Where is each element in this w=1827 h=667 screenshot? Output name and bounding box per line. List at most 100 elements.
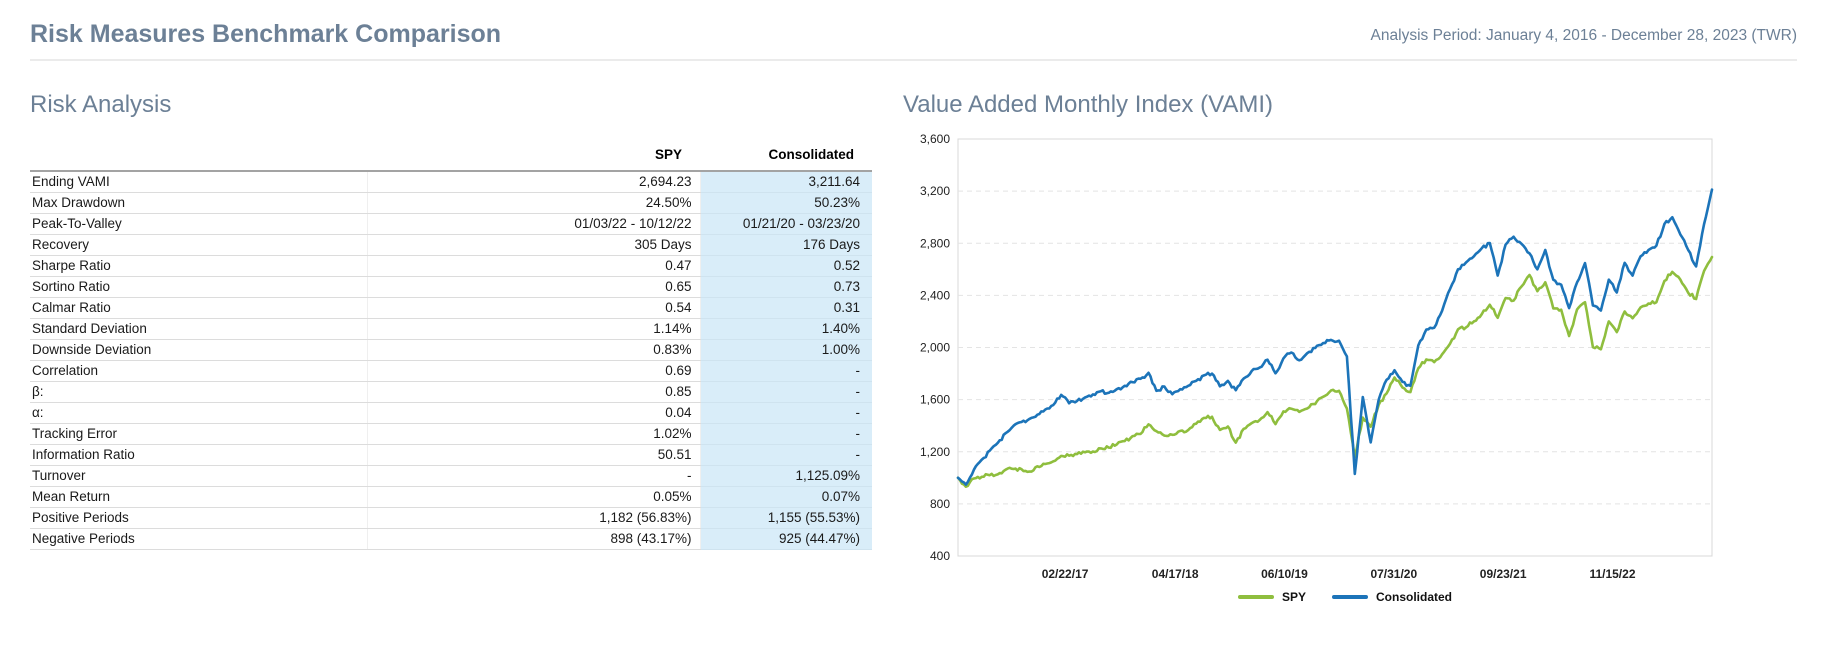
svg-text:02/22/17: 02/22/17 <box>1042 567 1089 581</box>
consolidated-value: 01/21/20 - 03/23/20 <box>699 213 872 235</box>
spy-value: 1,182 (56.83%) <box>366 507 700 529</box>
table-row: β: 0.85 - <box>30 381 872 403</box>
report-header: Risk Measures Benchmark Comparison Analy… <box>30 0 1797 61</box>
table-row: Sortino Ratio 0.65 0.73 <box>30 276 872 298</box>
table-row: Tracking Error 1.02% - <box>30 423 872 445</box>
metric-label: Ending VAMI <box>30 171 367 193</box>
table-row: α: 0.04 - <box>30 402 872 424</box>
spy-value: - <box>366 465 700 487</box>
table-row: Information Ratio 50.51 - <box>30 444 872 466</box>
spy-value: 0.65 <box>366 276 700 298</box>
metric-label: α: <box>30 402 367 424</box>
table-row: Mean Return 0.05% 0.07% <box>30 486 872 508</box>
spy-value: 0.69 <box>366 360 700 382</box>
metric-label: Recovery <box>30 234 367 256</box>
consolidated-value: 1,155 (55.53%) <box>699 507 872 529</box>
consolidated-value: 0.52 <box>699 255 872 277</box>
report-content: Risk Analysis SPY Consolidated Ending VA… <box>0 61 1827 604</box>
metric-label: Calmar Ratio <box>30 297 367 319</box>
consolidated-value: 1.40% <box>699 318 872 340</box>
risk-analysis-panel: Risk Analysis SPY Consolidated Ending VA… <box>30 61 872 604</box>
spy-value: 1.02% <box>366 423 700 445</box>
chart-legend: SPY Consolidated <box>903 590 1732 604</box>
svg-text:800: 800 <box>930 497 950 511</box>
table-row: Negative Periods 898 (43.17%) 925 (44.47… <box>30 528 872 550</box>
spy-column-header: SPY <box>367 143 700 172</box>
consolidated-value: - <box>699 444 872 466</box>
svg-text:11/15/22: 11/15/22 <box>1589 567 1635 581</box>
consolidated-value: 1.00% <box>699 339 872 361</box>
consolidated-value: 1,125.09% <box>699 465 872 487</box>
svg-text:1,600: 1,600 <box>920 393 950 407</box>
svg-text:2,000: 2,000 <box>920 341 950 355</box>
table-row: Calmar Ratio 0.54 0.31 <box>30 297 872 319</box>
spy-value: 0.04 <box>366 402 700 424</box>
metric-label: Standard Deviation <box>30 318 367 340</box>
table-row: Turnover - 1,125.09% <box>30 465 872 487</box>
vami-chart-title: Value Added Monthly Index (VAMI) <box>903 91 1273 118</box>
legend-swatch-consolidated <box>1332 595 1368 599</box>
spy-value: 0.85 <box>366 381 700 403</box>
spy-value: 01/03/22 - 10/12/22 <box>366 213 700 235</box>
risk-analysis-title: Risk Analysis <box>30 91 172 118</box>
svg-text:2,400: 2,400 <box>920 288 950 302</box>
risk-table-body: Ending VAMI 2,694.23 3,211.64 Max Drawdo… <box>30 171 872 550</box>
metric-label: Max Drawdown <box>30 192 367 214</box>
table-row: Correlation 0.69 - <box>30 360 872 382</box>
risk-analysis-table: SPY Consolidated Ending VAMI 2,694.23 3,… <box>30 143 872 550</box>
risk-table-header: SPY Consolidated <box>30 143 872 172</box>
svg-text:400: 400 <box>930 549 950 563</box>
consolidated-value: 0.31 <box>699 297 872 319</box>
table-row: Sharpe Ratio 0.47 0.52 <box>30 255 872 277</box>
metric-label: Negative Periods <box>30 528 367 550</box>
spy-value: 898 (43.17%) <box>366 528 700 550</box>
metric-label: Positive Periods <box>30 507 367 529</box>
svg-text:04/17/18: 04/17/18 <box>1152 567 1199 581</box>
svg-text:06/10/19: 06/10/19 <box>1261 567 1308 581</box>
metric-label: β: <box>30 381 367 403</box>
consolidated-value: - <box>699 402 872 424</box>
spy-value: 50.51 <box>366 444 700 466</box>
metric-label: Turnover <box>30 465 367 487</box>
metric-label: Tracking Error <box>30 423 367 445</box>
consolidated-value: 0.73 <box>699 276 872 298</box>
table-row: Positive Periods 1,182 (56.83%) 1,155 (5… <box>30 507 872 529</box>
legend-swatch-spy <box>1237 595 1274 599</box>
table-row: Recovery 305 Days 176 Days <box>30 234 872 256</box>
spy-value: 0.83% <box>366 339 700 361</box>
metric-label: Peak-To-Valley <box>30 213 367 235</box>
legend-item-consolidated: Consolidated <box>1332 590 1452 604</box>
analysis-period-label: Analysis Period: January 4, 2016 - Decem… <box>1370 27 1797 44</box>
consolidated-value: - <box>699 423 872 445</box>
consolidated-value: 0.07% <box>699 486 872 508</box>
vami-line-chart: 3,600 3,200 2,800 2,400 2,000 1,600 1,200 800 40… <box>920 132 1714 581</box>
table-row: Standard Deviation 1.14% 1.40% <box>30 318 872 340</box>
consolidated-value: 3,211.64 <box>699 171 872 193</box>
svg-text:3,200: 3,200 <box>920 184 950 198</box>
svg-text:09/23/21: 09/23/21 <box>1480 567 1527 581</box>
metric-label: Information Ratio <box>30 444 367 466</box>
consolidated-value: 50.23% <box>699 192 872 214</box>
consolidated-value: - <box>699 381 872 403</box>
legend-item-spy: SPY <box>1237 590 1306 604</box>
svg-text:2,800: 2,800 <box>920 236 950 250</box>
legend-label: SPY <box>1281 590 1306 604</box>
consolidated-column-header: Consolidated <box>700 143 872 172</box>
consolidated-value: 176 Days <box>699 234 872 256</box>
consolidated-value: 925 (44.47%) <box>699 528 872 550</box>
metric-column-header <box>30 143 367 172</box>
consolidated-value: - <box>699 360 872 382</box>
spy-value: 0.05% <box>366 486 700 508</box>
metric-label: Sharpe Ratio <box>30 255 367 277</box>
svg-text:1,200: 1,200 <box>920 445 950 459</box>
vami-panel: Value Added Monthly Index (VAMI) 3,600 3,… <box>903 61 1797 604</box>
table-row: Max Drawdown 24.50% 50.23% <box>30 192 872 214</box>
spy-value: 305 Days <box>366 234 700 256</box>
metric-label: Sortino Ratio <box>30 276 367 298</box>
vami-chart-container: 3,600 3,200 2,800 2,400 2,000 1,600 1,200 800 40… <box>903 131 1797 604</box>
spy-value: 24.50% <box>366 192 700 214</box>
table-row: Downside Deviation 0.83% 1.00% <box>30 339 872 361</box>
spy-value: 0.47 <box>366 255 700 277</box>
page-title: Risk Measures Benchmark Comparison <box>30 20 502 48</box>
